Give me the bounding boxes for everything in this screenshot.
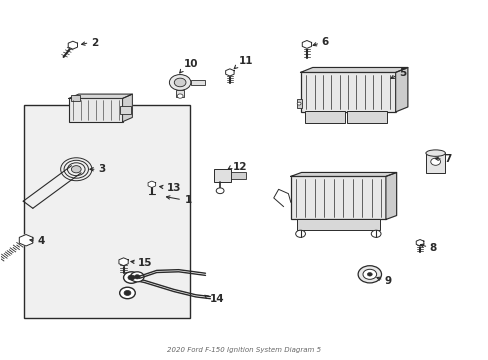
Bar bbox=[346, 111, 386, 123]
Circle shape bbox=[430, 158, 440, 165]
Circle shape bbox=[295, 230, 305, 237]
Bar bbox=[71, 95, 80, 101]
Circle shape bbox=[370, 230, 380, 237]
Polygon shape bbox=[148, 181, 155, 188]
Text: 1: 1 bbox=[184, 195, 192, 205]
Circle shape bbox=[169, 75, 190, 90]
Text: 7: 7 bbox=[444, 154, 451, 164]
Text: 9: 9 bbox=[384, 276, 391, 286]
Text: 10: 10 bbox=[183, 59, 198, 69]
Bar bbox=[231, 172, 245, 179]
Polygon shape bbox=[225, 69, 234, 76]
Circle shape bbox=[362, 269, 376, 279]
Text: 14: 14 bbox=[209, 294, 224, 304]
Bar bbox=[425, 153, 445, 173]
Text: 8: 8 bbox=[429, 243, 436, 253]
Circle shape bbox=[177, 94, 183, 98]
Text: 5: 5 bbox=[399, 68, 406, 78]
Polygon shape bbox=[68, 41, 77, 49]
Bar bbox=[290, 176, 385, 220]
Polygon shape bbox=[395, 67, 407, 112]
Polygon shape bbox=[290, 172, 396, 176]
Text: 2020 Ford F-150 Ignition System Diagram 5: 2020 Ford F-150 Ignition System Diagram … bbox=[167, 347, 321, 353]
Circle shape bbox=[120, 287, 135, 299]
Polygon shape bbox=[19, 234, 33, 246]
Polygon shape bbox=[69, 94, 132, 98]
Polygon shape bbox=[415, 239, 423, 246]
Ellipse shape bbox=[425, 150, 445, 156]
Polygon shape bbox=[122, 94, 132, 122]
Bar bbox=[69, 98, 122, 122]
Bar bbox=[120, 106, 131, 114]
Circle shape bbox=[297, 102, 301, 105]
Text: 12: 12 bbox=[233, 162, 247, 172]
Bar bbox=[24, 105, 189, 318]
Circle shape bbox=[71, 166, 81, 173]
Circle shape bbox=[357, 266, 381, 283]
Text: 6: 6 bbox=[321, 37, 328, 47]
Polygon shape bbox=[302, 41, 311, 48]
Polygon shape bbox=[119, 258, 128, 266]
Text: 13: 13 bbox=[166, 183, 181, 193]
Circle shape bbox=[128, 275, 135, 280]
Bar bbox=[214, 169, 231, 182]
Bar bbox=[296, 99, 301, 108]
Text: 2: 2 bbox=[91, 38, 98, 48]
Bar bbox=[296, 219, 379, 230]
Bar bbox=[190, 80, 205, 85]
Circle shape bbox=[134, 275, 140, 279]
Polygon shape bbox=[385, 172, 396, 220]
Text: 11: 11 bbox=[238, 55, 253, 66]
Circle shape bbox=[123, 272, 139, 283]
Text: 3: 3 bbox=[98, 164, 105, 174]
Circle shape bbox=[366, 273, 371, 276]
Bar bbox=[305, 111, 345, 123]
Polygon shape bbox=[300, 67, 407, 72]
Circle shape bbox=[124, 291, 131, 296]
Bar bbox=[176, 90, 183, 97]
Text: 4: 4 bbox=[37, 236, 44, 246]
Circle shape bbox=[130, 272, 144, 282]
Circle shape bbox=[216, 188, 224, 194]
Bar bbox=[300, 72, 395, 112]
Circle shape bbox=[174, 78, 185, 87]
Text: 15: 15 bbox=[138, 258, 152, 268]
